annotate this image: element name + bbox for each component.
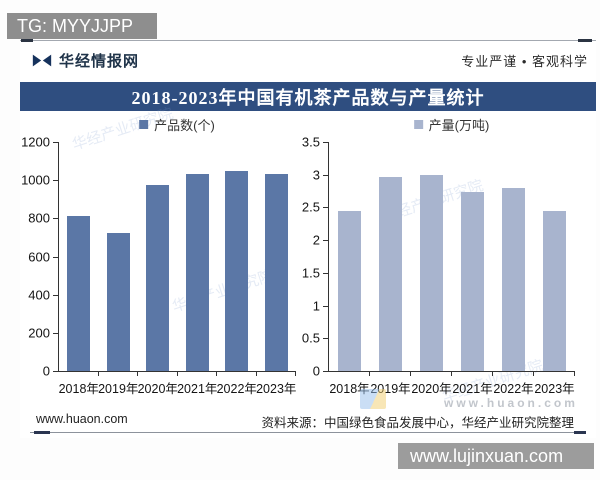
x-axis-tick-label: 2018年 [329, 382, 370, 396]
x-axis-tick-label: 2019年 [98, 382, 139, 396]
legend-label: 产品数(个) [154, 118, 215, 133]
product-count-chart: 产品数(个) 0 200 400 600 800 1000 1200 2018年 2019年 20… [21, 118, 296, 397]
y-axis-tick-label: 3.5 [301, 134, 320, 150]
bar-2021年 [461, 192, 484, 371]
y-axis-tick-label: 3 [312, 167, 320, 183]
y-axis-tick [53, 371, 58, 372]
bar-2021年 [185, 174, 209, 371]
tg-watermark-badge: TG: MYYJJPP [7, 13, 157, 39]
y-axis-tick [323, 142, 328, 143]
brand: 华经情报网 [32, 50, 139, 71]
x-axis-tick-label: 2019年 [370, 382, 411, 396]
bar-2022年 [502, 187, 525, 371]
x-axis-tick [533, 371, 534, 376]
x-axis-tick-label: 2023年 [256, 382, 297, 396]
y-axis-tick [53, 332, 58, 334]
legend-swatch [139, 120, 149, 129]
x-axis-tick [137, 371, 138, 376]
x-axis-tick [97, 371, 99, 376]
y-axis-tick [323, 207, 328, 209]
x-axis-tick [295, 371, 296, 376]
x-axis-tick-label: 2018年 [58, 382, 99, 396]
card-footer: www.huaon.com 资料来源：中国绿色食品发展中心，华经产业研究院整理 [36, 412, 574, 431]
x-axis-tick [255, 371, 257, 376]
y-axis-tick [53, 142, 58, 143]
x-axis-tick-label: 2022年 [493, 382, 534, 396]
huaon-site-watermark: www.huaon.com [444, 396, 578, 410]
corner-dash-bottom-left [34, 431, 50, 434]
lujinxuan-watermark-bar: www.lujinxuan.com [398, 443, 594, 469]
bar-2019年 [106, 232, 130, 371]
card-bottom-border [30, 431, 586, 434]
y-axis-tick-label: 2.5 [301, 199, 320, 215]
x-axis-tick-label: 2022年 [216, 382, 257, 396]
x-axis-tick-label: 2021年 [177, 382, 218, 396]
y-axis-tick [323, 371, 328, 372]
infographic-card: 华经情报网 专业严谨 • 客观科学 2018-2023年中国有机茶产品数与产量统… [20, 39, 596, 438]
x-axis-tick [451, 371, 452, 376]
bar-2020年 [420, 175, 443, 371]
y-axis-tick-label: 0 [42, 363, 50, 379]
card-top-border [20, 39, 596, 42]
y-axis-tick [323, 174, 328, 176]
production-chart: 产量(万吨) 0 0.5 1 1.5 2 2.5 3 3.5 2018年 2019年 2020年 20… [302, 118, 575, 396]
y-axis-tick-label: 200 [28, 325, 50, 341]
legend-product-count: 产品数(个) [139, 115, 215, 134]
bar-2023年 [264, 173, 288, 371]
y-axis-tick-label: 1000 [21, 172, 50, 188]
y-axis-tick-label: 800 [28, 210, 50, 226]
y-axis-tick-label: 400 [28, 287, 50, 303]
bar-2022年 [225, 170, 249, 371]
x-axis-tick [216, 371, 217, 376]
y-axis-tick [323, 272, 328, 274]
x-axis-tick-label: 2020年 [137, 382, 178, 396]
y-axis-tick-label: 2 [312, 232, 320, 248]
x-axis-tick [492, 371, 493, 376]
bar-2018年 [67, 216, 91, 371]
y-axis-tick-label: 1200 [21, 134, 50, 150]
brand-motto: 专业严谨 • 客观科学 [461, 53, 588, 69]
legend-production: 产量(万吨) [413, 115, 490, 134]
y-axis-tick [53, 180, 58, 182]
y-axis-tick-label: 1 [312, 298, 320, 314]
y-axis-tick [53, 294, 58, 296]
x-axis-tick [369, 371, 370, 376]
brand-name: 华经情报网 [59, 52, 140, 70]
y-axis-tick [53, 218, 58, 220]
x-axis-tick-label: 2023年 [534, 382, 575, 396]
x-axis-tick-label: 2020年 [411, 382, 452, 396]
plot-area: 0 200 400 600 800 1000 1200 2018年 2019年 2020年 2021… [21, 135, 296, 397]
legend-swatch [413, 120, 423, 129]
corner-dash-bottom-right [574, 431, 586, 434]
huajing-logo-icon [32, 54, 52, 66]
bar-2020年 [146, 184, 170, 371]
y-axis-tick [323, 338, 328, 340]
y-axis-tick-label: 1.5 [301, 265, 320, 281]
y-axis-tick-label: 0.5 [301, 330, 320, 346]
y-axis-tick [323, 305, 328, 307]
legend-label: 产量(万吨) [428, 118, 490, 133]
plot-area: 0 0.5 1 1.5 2 2.5 3 3.5 2018年 2019年 2020年 2021年 2022… [302, 135, 575, 396]
bar-2023年 [543, 210, 566, 371]
y-axis-tick-label: 600 [28, 249, 50, 264]
x-axis-tick [574, 371, 575, 376]
chart-title: 2018-2023年中国有机茶产品数与产量统计 [20, 82, 596, 111]
corner-dash-top-left [21, 39, 33, 42]
card-header: 华经情报网 专业严谨 • 客观科学 [32, 48, 588, 72]
x-axis-tick [176, 371, 178, 376]
corner-dash-top-right [578, 39, 592, 42]
y-axis-tick [323, 240, 328, 242]
x-axis-tick [410, 371, 411, 376]
footer-site-url: www.huaon.com [36, 412, 128, 426]
x-axis-tick-label: 2021年 [452, 382, 493, 396]
bar-2019年 [379, 177, 402, 371]
bar-2018年 [338, 210, 361, 371]
y-axis-tick-label: 0 [312, 363, 320, 379]
y-axis-tick [53, 256, 58, 258]
footer-data-source: 资料来源：中国绿色食品发展中心，华经产业研究院整理 [261, 416, 574, 430]
